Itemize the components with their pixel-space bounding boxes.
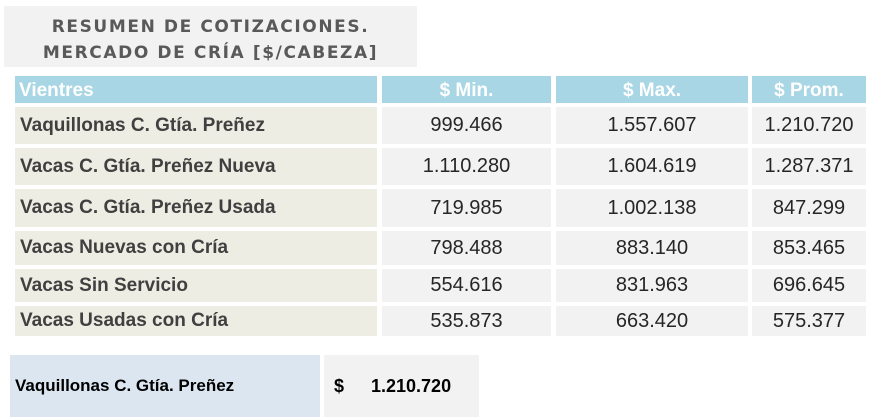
row-prom: 853.465: [752, 231, 866, 265]
table-row: Vacas C. Gtía. Preñez Usada 719.985 1.00…: [0, 189, 885, 227]
row-max: 1.002.138: [556, 189, 748, 227]
row-name: Vacas C. Gtía. Preñez Nueva: [15, 148, 377, 185]
column-header-min: $ Min.: [382, 76, 551, 103]
row-max: 663.420: [556, 306, 748, 336]
summary-value-box: $ 1.210.720: [324, 355, 479, 417]
row-name: Vacas Nuevas con Cría: [15, 231, 377, 265]
row-prom: 1.210.720: [752, 107, 866, 144]
page-title: RESUMEN DE COTIZACIONES.: [51, 17, 370, 37]
column-header-max: $ Max.: [556, 76, 748, 103]
row-min: 798.488: [382, 231, 551, 265]
table-row: Vaquillonas C. Gtía. Preñez 999.466 1.55…: [0, 107, 885, 144]
row-max: 1.557.607: [556, 107, 748, 144]
summary-amount: 1.210.720: [371, 376, 452, 396]
row-min: 554.616: [382, 269, 551, 302]
page-subtitle: MERCADO DE CRÍA [$/CABEZA]: [42, 43, 379, 63]
row-name: Vacas Sin Servicio: [15, 269, 377, 302]
table-row: Vacas Nuevas con Cría 798.488 883.140 85…: [0, 231, 885, 265]
summary-label: Vaquillonas C. Gtía. Preñez: [10, 355, 320, 417]
row-max: 831.963: [556, 269, 748, 302]
table-row: Vacas Usadas con Cría 535.873 663.420 57…: [0, 306, 885, 336]
row-name: Vacas C. Gtía. Preñez Usada: [15, 189, 377, 227]
row-prom: 1.287.371: [752, 148, 866, 185]
title-box: RESUMEN DE COTIZACIONES. MERCADO DE CRÍA…: [4, 6, 417, 67]
table-row: Vacas Sin Servicio 554.616 831.963 696.6…: [0, 269, 885, 302]
row-name: Vacas Usadas con Cría: [15, 306, 377, 336]
row-min: 999.466: [382, 107, 551, 144]
row-min: 1.110.280: [382, 148, 551, 185]
row-min: 719.985: [382, 189, 551, 227]
row-prom: 696.645: [752, 269, 866, 302]
column-header-prom: $ Prom.: [752, 76, 866, 103]
row-min: 535.873: [382, 306, 551, 336]
row-max: 1.604.619: [556, 148, 748, 185]
summary-currency: $: [334, 376, 345, 396]
row-name: Vaquillonas C. Gtía. Preñez: [15, 107, 377, 144]
row-max: 883.140: [556, 231, 748, 265]
table-row: Vacas C. Gtía. Preñez Nueva 1.110.280 1.…: [0, 148, 885, 185]
row-prom: 575.377: [752, 306, 866, 336]
column-header-vientres: Vientres: [15, 76, 377, 103]
row-prom: 847.299: [752, 189, 866, 227]
